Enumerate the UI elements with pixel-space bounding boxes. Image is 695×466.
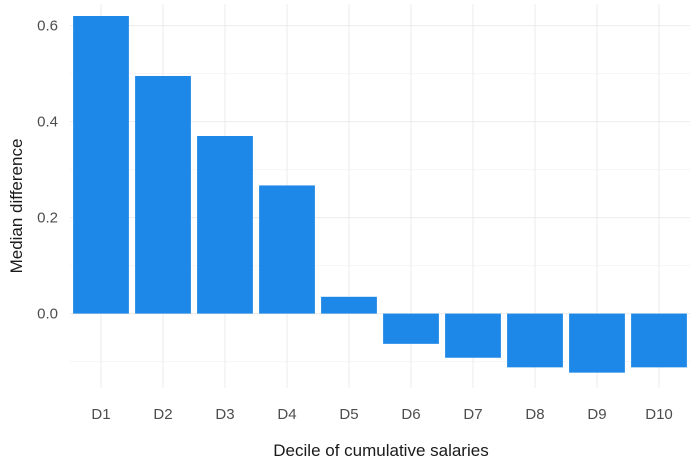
x-tick-label: D5 xyxy=(339,406,358,423)
y-tick-label: 0.0 xyxy=(37,306,58,323)
x-tick-label: D3 xyxy=(215,406,234,423)
x-tick-label: D2 xyxy=(153,406,172,423)
bar-d1 xyxy=(73,16,129,314)
bar-d4 xyxy=(259,185,315,314)
y-tick-labels: 0.0 0.2 0.4 0.6 xyxy=(37,18,58,323)
y-tick-label: 0.4 xyxy=(37,114,58,131)
x-tick-label: D7 xyxy=(463,406,482,423)
x-tick-label: D9 xyxy=(587,406,606,423)
x-tick-labels: D1 D2 D3 D4 D5 D6 D7 D8 D9 D10 xyxy=(91,406,672,423)
bar-d8 xyxy=(507,313,563,368)
bar-d10 xyxy=(631,313,687,368)
bar-d9 xyxy=(569,313,625,373)
bar-d5 xyxy=(321,296,377,314)
x-axis-title: Decile of cumulative salaries xyxy=(273,441,488,460)
y-tick-label: 0.6 xyxy=(37,18,58,35)
x-tick-label: D6 xyxy=(401,406,420,423)
x-tick-label: D4 xyxy=(277,406,296,423)
bar-d2 xyxy=(135,76,191,314)
y-tick-label: 0.2 xyxy=(37,210,58,227)
x-tick-label: D10 xyxy=(645,406,673,423)
x-tick-label: D1 xyxy=(91,406,110,423)
bar-d6 xyxy=(383,313,439,344)
bar-d3 xyxy=(197,136,253,314)
x-tick-label: D8 xyxy=(525,406,544,423)
bar-d7 xyxy=(445,313,501,358)
bars-layer xyxy=(73,16,687,373)
y-axis-title: Median difference xyxy=(7,139,26,274)
